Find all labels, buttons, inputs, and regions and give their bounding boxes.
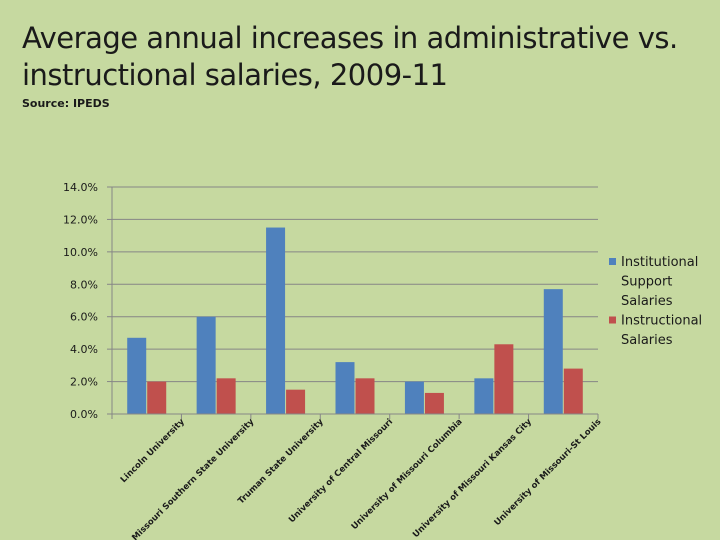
bar-instructional bbox=[424, 392, 444, 414]
legend-swatch bbox=[609, 316, 616, 324]
legend-label: Instructional Salaries bbox=[621, 314, 702, 349]
y-tick-label: 0.0% bbox=[70, 408, 98, 421]
legend: Institutional Support Salaries Instructiona… bbox=[609, 255, 702, 348]
x-tick-label: Lincoln University bbox=[119, 417, 187, 485]
x-tick-label: University of Missouri Columbia bbox=[350, 417, 465, 532]
page-title: Average annual increases in administrati… bbox=[22, 21, 678, 92]
bar-institutional-support bbox=[127, 337, 147, 414]
y-tick-label: 10.0% bbox=[63, 246, 98, 259]
bar-instructional bbox=[355, 378, 375, 414]
y-tick-label: 4.0% bbox=[70, 343, 98, 356]
bars bbox=[127, 227, 583, 414]
bar-institutional-support bbox=[474, 378, 494, 414]
bar-institutional-support bbox=[335, 362, 355, 414]
bar-institutional-support bbox=[404, 381, 424, 414]
y-tick-label: 14.0% bbox=[63, 181, 98, 194]
bar-institutional-support bbox=[196, 316, 216, 414]
bar-instructional bbox=[216, 378, 236, 414]
bar-instructional bbox=[563, 368, 583, 414]
legend-label: Institutional Support Salaries bbox=[621, 255, 698, 309]
bar-instructional bbox=[147, 381, 167, 414]
bar-institutional-support bbox=[266, 227, 286, 414]
gridlines bbox=[112, 186, 598, 383]
y-tick-labels: 0.0% 2.0% 4.0% 6.0% 8.0% 10.0% 12.0% 14.0% bbox=[63, 181, 98, 421]
legend-swatch bbox=[609, 258, 616, 265]
y-tick-label: 8.0% bbox=[70, 278, 98, 291]
x-tick-label: University of Missouri Kansas City bbox=[411, 417, 534, 540]
axes bbox=[107, 186, 599, 419]
source-note: Source: IPEDS bbox=[22, 97, 110, 110]
y-tick-label: 12.0% bbox=[63, 213, 98, 226]
y-tick-label: 2.0% bbox=[70, 376, 98, 389]
y-tick-label: 6.0% bbox=[70, 311, 98, 324]
x-tick-label: Missouri Southern State University bbox=[130, 417, 256, 540]
bar-institutional-support bbox=[543, 289, 563, 414]
bar-instructional bbox=[286, 389, 306, 414]
bar-instructional bbox=[494, 344, 514, 414]
